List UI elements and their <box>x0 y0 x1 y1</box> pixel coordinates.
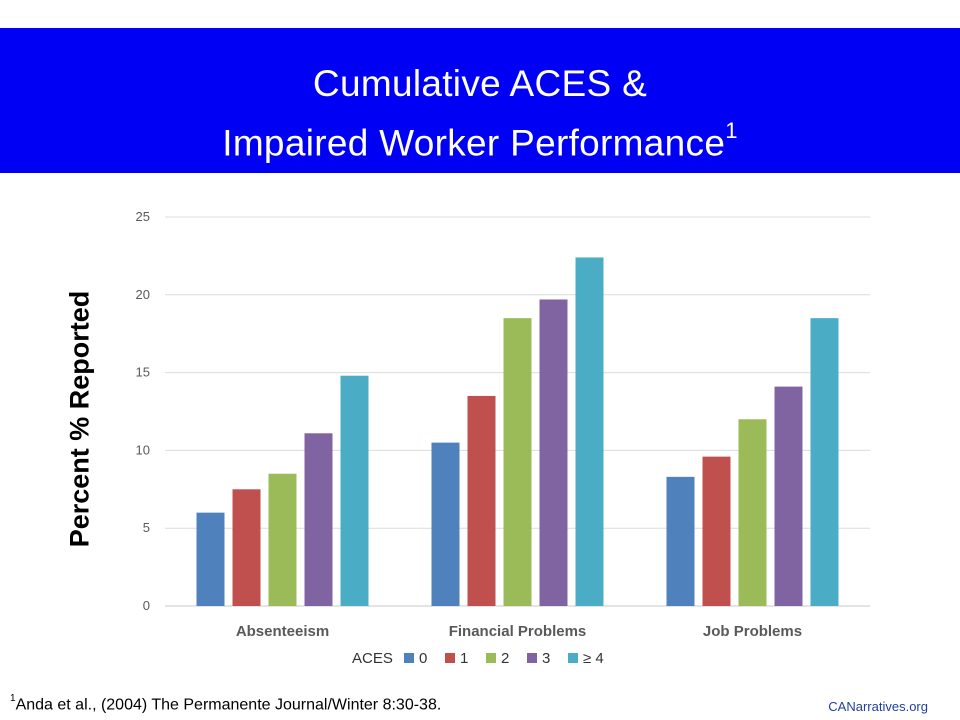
y-tick-label: 25 <box>136 209 150 224</box>
legend-swatch <box>404 653 414 663</box>
y-tick-label: 20 <box>136 287 150 302</box>
footnote-text: Anda et al., (2004) The Permanente Journ… <box>15 696 442 714</box>
label-layer: 0 5 10 15 20 25 Absenteeism Financial Problems J… <box>136 209 803 640</box>
legend-label: 2 <box>501 650 509 667</box>
bar <box>340 375 369 606</box>
bar <box>232 489 261 606</box>
footnote-marker: 1 <box>10 693 16 704</box>
credit-link[interactable]: CANarratives.org <box>828 699 928 714</box>
x-tick-label: Absenteeism <box>236 623 329 640</box>
bar <box>268 473 297 606</box>
bar <box>304 433 333 606</box>
y-tick-label: 15 <box>136 365 150 380</box>
legend-label: 1 <box>460 650 468 667</box>
bar <box>810 318 839 606</box>
legend-label: 0 <box>419 650 427 667</box>
y-tick-label: 10 <box>136 442 150 457</box>
bar <box>575 257 604 606</box>
bar <box>431 442 460 606</box>
bar <box>702 456 731 606</box>
footnote: 1Anda et al., (2004) The Permanente Jour… <box>10 693 442 714</box>
title-line-2: Impaired Worker Performance1 <box>0 111 960 167</box>
bar <box>539 299 568 606</box>
bar <box>738 419 767 606</box>
y-tick-label: 5 <box>143 520 150 535</box>
legend-swatch <box>486 653 496 663</box>
legend-swatch <box>527 653 537 663</box>
title-superscript: 1 <box>725 118 738 143</box>
bar <box>774 386 803 606</box>
legend-title: ACES <box>352 650 393 667</box>
bar <box>467 395 496 606</box>
legend: ACES 0 1 2 3 ≥ 4 <box>352 650 604 667</box>
legend-swatch <box>445 653 455 663</box>
bar <box>196 512 225 606</box>
legend-label: 3 <box>542 650 550 667</box>
bar <box>503 318 532 606</box>
title-line-1: Cumulative ACES & <box>312 63 648 104</box>
y-tick-label: 0 <box>143 598 150 613</box>
bar-layer <box>196 257 839 606</box>
bar <box>666 476 695 606</box>
legend-label: ≥ 4 <box>583 650 604 667</box>
title-line-2-text: Impaired Worker Performance <box>222 122 726 164</box>
legend-swatch <box>568 653 578 663</box>
x-tick-label: Job Problems <box>703 623 802 640</box>
x-tick-label: Financial Problems <box>449 623 587 640</box>
title-banner: Cumulative ACES & Impaired Worker Perfor… <box>0 28 960 173</box>
